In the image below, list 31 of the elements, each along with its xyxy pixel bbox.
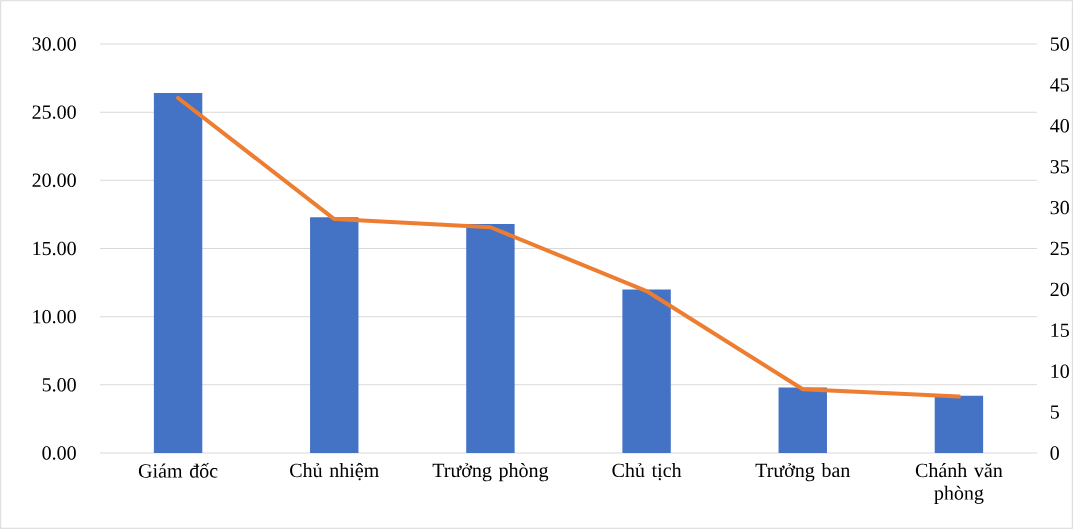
y2-tick-label: 40 [1050,119,1069,133]
y2-tick-label: 25 [1050,241,1069,256]
y-tick-label: 20.00 [32,173,76,188]
y2-tick-label: 15 [1051,323,1069,337]
x-tick-label: Chánh văn phòng [915,463,1003,504]
bar [466,223,515,453]
y-tick-label: 5.00 [42,378,76,392]
x-tick-label: Chủ tịch [612,463,682,481]
x-tick-label: Giám đốc [138,463,218,478]
y-tick-label: 10.00 [33,309,76,324]
y-tick-label: 15.00 [33,241,76,256]
bar [778,387,827,453]
x-tick-label: Trưởng ban [755,463,851,482]
x-tick-label: Trưởng phòng [432,463,549,482]
bar [934,395,984,453]
y-tick-label: 0.00 [42,446,76,460]
line-series [176,95,961,399]
y2-tick-label: 30 [1050,200,1069,215]
y2-tick-label: 45 [1050,78,1069,92]
y-tick-label: 30.00 [32,37,76,51]
y2-tick-label: 35 [1050,159,1069,174]
bar [310,217,359,453]
y2-tick-label: 0 [1050,446,1059,460]
y2-tick-label: 20 [1050,282,1069,297]
y2-tick-label: 50 [1050,37,1069,51]
bar [622,289,671,453]
y-tick-label: 25.00 [32,105,76,119]
y2-tick-label: 5 [1050,405,1059,419]
y2-tick-label: 10 [1051,364,1069,378]
bar [153,93,203,453]
x-tick-label: Chủ nhiệm [290,463,379,481]
